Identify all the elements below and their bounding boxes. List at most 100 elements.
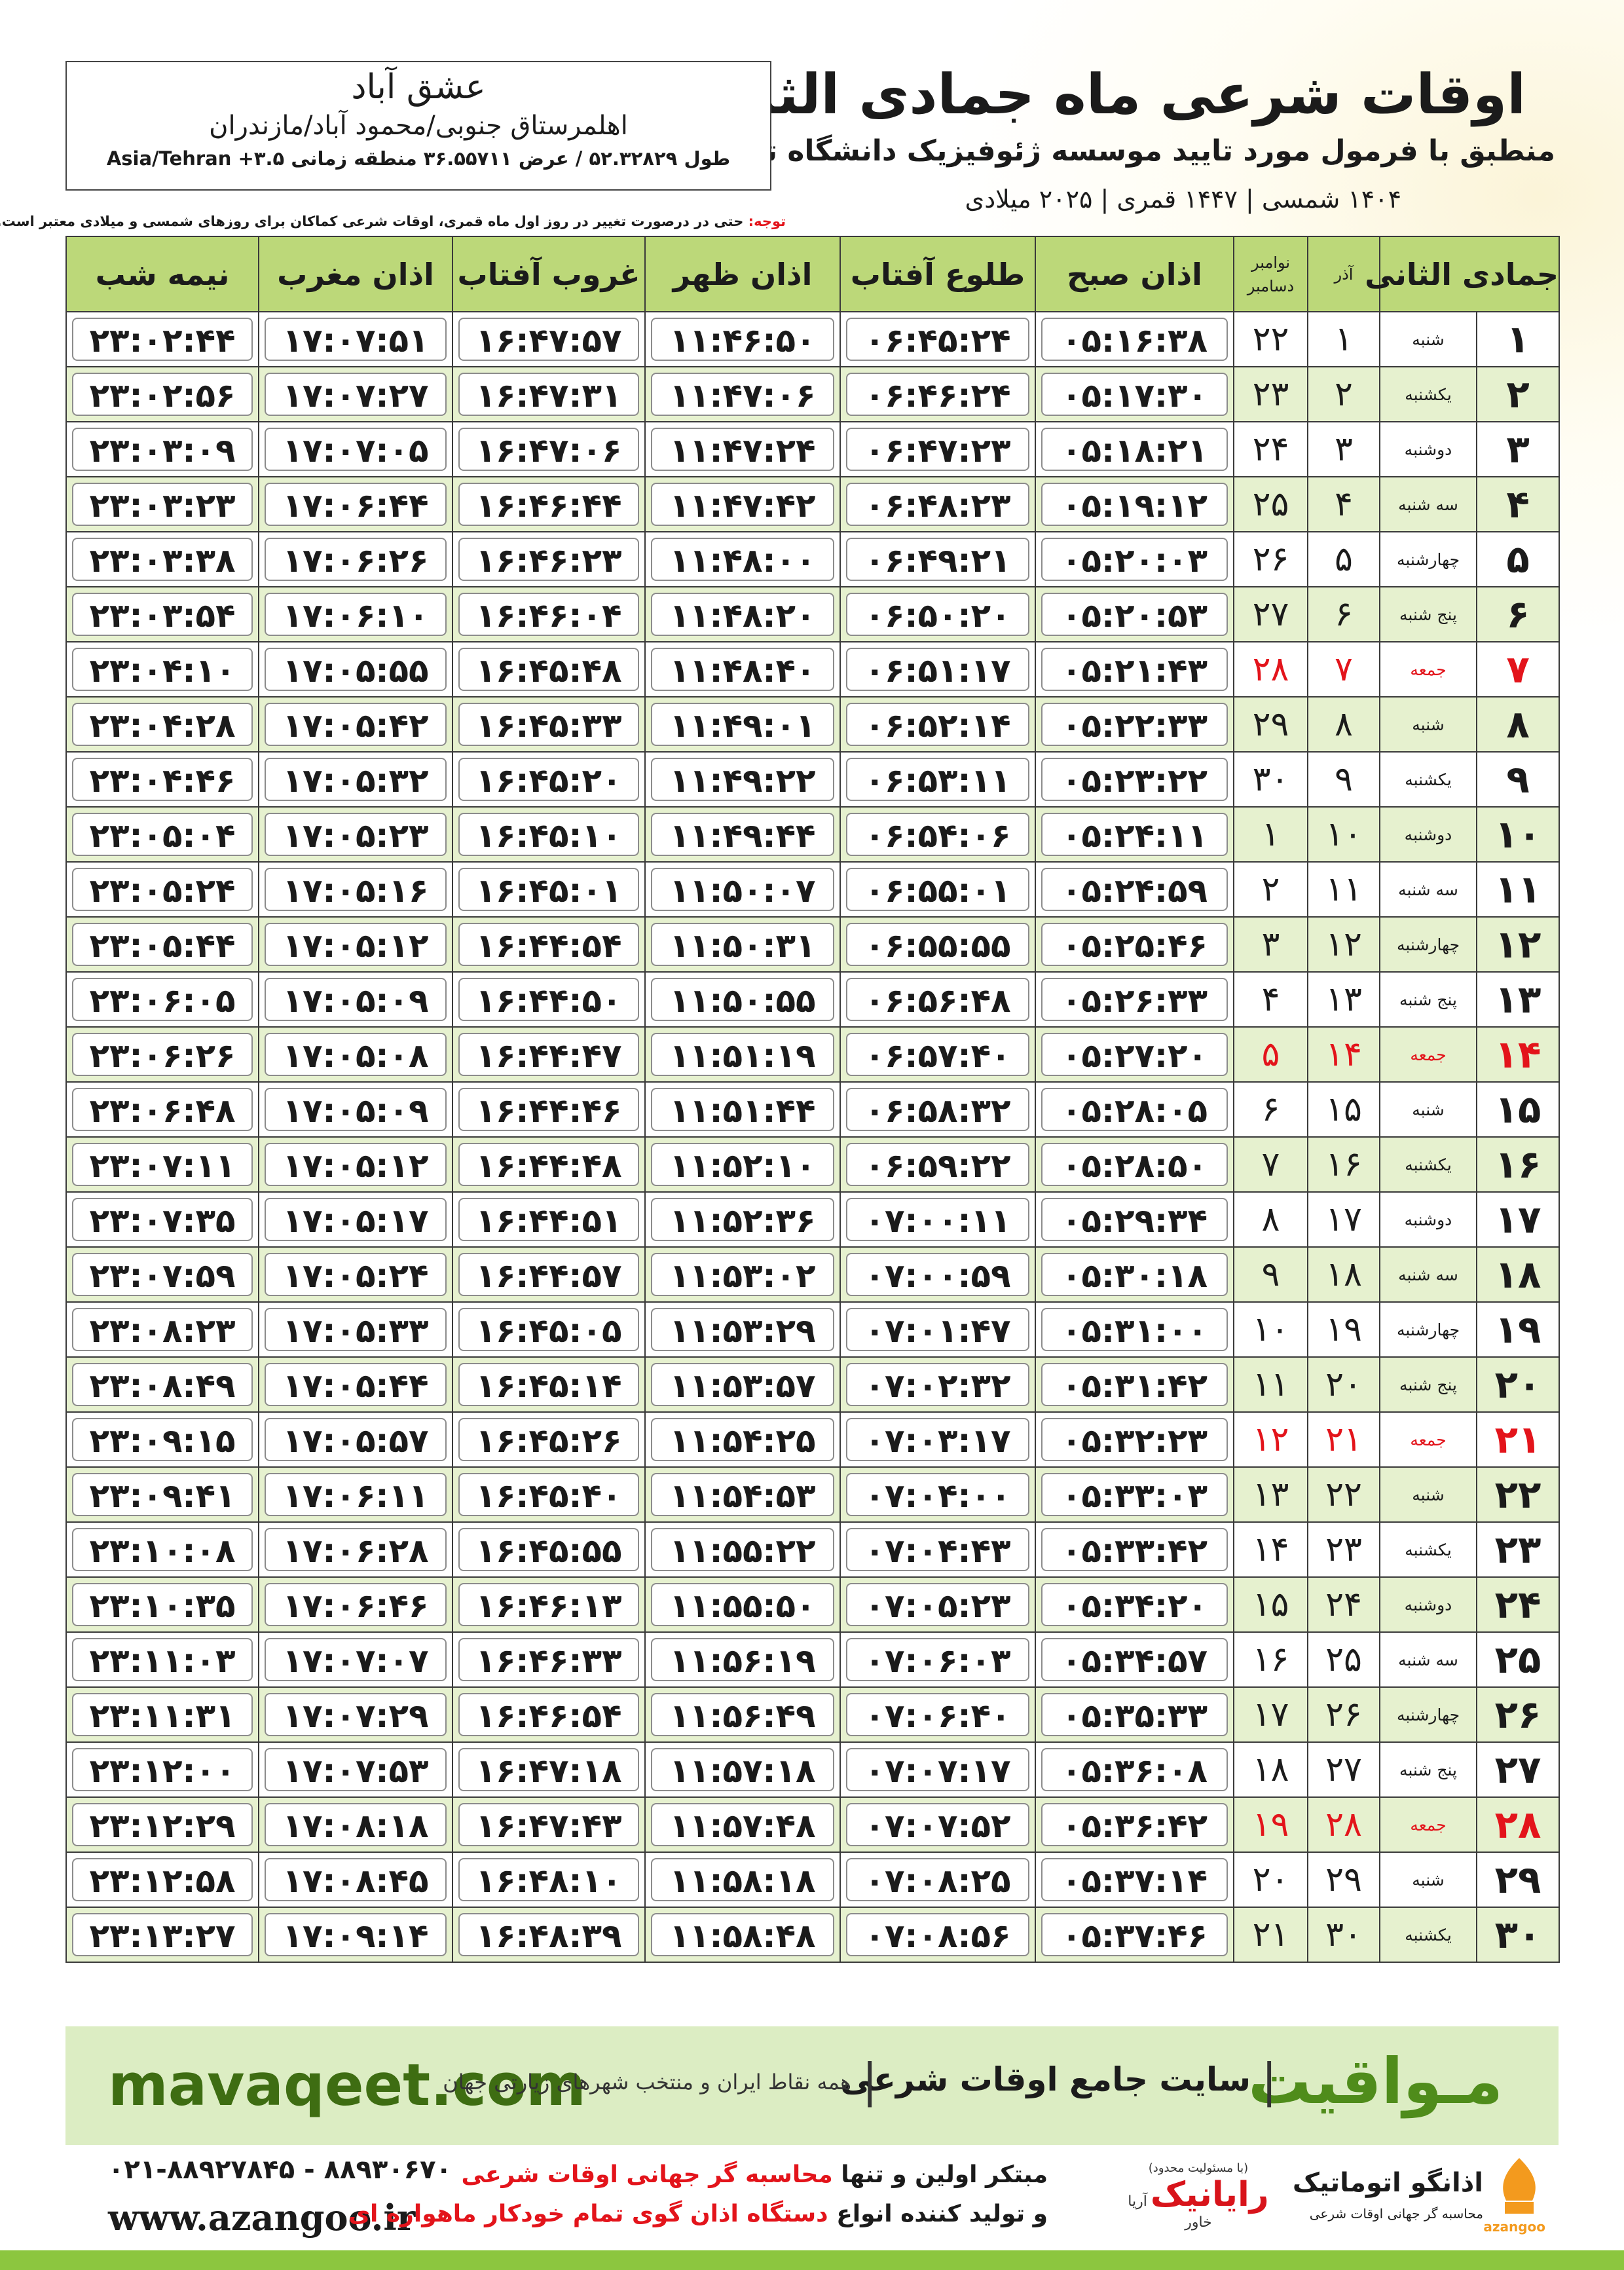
- time-cell: ۱۶:۴۵:۵۵: [452, 1521, 646, 1578]
- cell: ۱۵: [1476, 1081, 1560, 1138]
- time-value: ۱۱:۵۸:۴۸: [651, 1913, 834, 1956]
- table-row: ۲۲ شنبه ۲۲ ۱۳ ۰۵:۳۳:۰۳ ۰۷:۰۴:۰۰ ۱۱:۵۴:۵۳ ۱۶:۴۵:…: [65, 1466, 1560, 1523]
- time-cell: ۰۶:۵۸:۳۲: [840, 1081, 1036, 1138]
- time-cell: ۰۷:۰۶:۰۳: [840, 1631, 1036, 1688]
- time-cell: ۱۶:۴۴:۵۰: [452, 971, 646, 1028]
- time-cell: ۲۳:۰۳:۳۸: [65, 531, 259, 587]
- table-row: ۱۳ پنج شنبه ۱۳ ۴ ۰۵:۲۶:۳۳ ۰۶:۵۶:۴۸ ۱۱:۵۰:۵۵ ۱۶:…: [65, 971, 1560, 1028]
- time-value: ۰۶:۵۱:۱۷: [846, 648, 1029, 691]
- table-row: ۸ شنبه ۸ ۲۹ ۰۵:۲۲:۳۳ ۰۶:۵۲:۱۴ ۱۱:۴۹:۰۱ ۱۶:۴۵:۳۳…: [65, 696, 1560, 753]
- cell: ۱۷: [1307, 1191, 1380, 1248]
- table-row: ۳۰ یکشنبه ۳۰ ۲۱ ۰۵:۳۷:۴۶ ۰۷:۰۸:۵۶ ۱۱:۵۸:۴۸ ۱۶:۴…: [65, 1907, 1560, 1963]
- time-cell: ۰۵:۲۲:۳۳: [1035, 696, 1234, 753]
- cell: ۶: [1476, 586, 1560, 642]
- time-value: ۱۱:۵۷:۴۸: [651, 1803, 834, 1846]
- time-cell: ۰۶:۴۸:۲۳: [840, 476, 1036, 532]
- time-cell: ۲۳:۰۴:۴۶: [65, 751, 259, 808]
- time-cell: ۱۱:۴۸:۴۰: [644, 641, 841, 698]
- cell: ۲۰: [1233, 1851, 1308, 1908]
- time-value: ۰۷:۰۳:۱۷: [846, 1418, 1029, 1461]
- time-cell: ۱۱:۴۷:۰۶: [644, 366, 841, 422]
- time-cell: ۱۶:۴۵:۴۰: [452, 1466, 646, 1523]
- time-cell: ۱۷:۰۵:۳۳: [258, 1301, 453, 1358]
- cell: ۷: [1307, 641, 1380, 698]
- time-cell: ۰۶:۴۹:۲۱: [840, 531, 1036, 587]
- phone: ۰۲۱-۸۸۹۲۷۸۴۵ - ۸۸۹۳۰۶۷۰: [108, 2155, 452, 2185]
- time-value: ۲۳:۰۷:۳۵: [72, 1198, 253, 1241]
- time-cell: ۰۵:۲۹:۳۴: [1035, 1191, 1234, 1248]
- time-cell: ۱۶:۴۴:۵۱: [452, 1191, 646, 1248]
- time-value: ۱۱:۴۷:۴۲: [651, 483, 834, 526]
- time-value: ۲۳:۰۶:۲۶: [72, 1033, 253, 1076]
- table-row: ۹ یکشنبه ۹ ۳۰ ۰۵:۲۳:۲۲ ۰۶:۵۳:۱۱ ۱۱:۴۹:۲۲ ۱۶:۴۵:…: [65, 751, 1560, 808]
- time-cell: ۱۱:۵۳:۲۹: [644, 1301, 841, 1358]
- logo-icon: [1503, 2158, 1536, 2214]
- cell: ۱: [1233, 806, 1308, 863]
- table-row: ۱۰ دوشنبه ۱۰ ۱ ۰۵:۲۴:۱۱ ۰۶:۵۴:۰۶ ۱۱:۴۹:۴۴ ۱۶:۴۵…: [65, 806, 1560, 863]
- separator: |: [1261, 2054, 1277, 2108]
- column-header: اذان ظهر: [644, 236, 841, 312]
- table-row: ۴ سه شنبه ۴ ۲۵ ۰۵:۱۹:۱۲ ۰۶:۴۸:۲۳ ۱۱:۴۷:۴۲ ۱۶:۴۶…: [65, 476, 1560, 532]
- time-value: ۱۷:۰۵:۴۲: [265, 703, 447, 746]
- time-value: ۲۳:۰۳:۲۳: [72, 483, 253, 526]
- time-cell: ۰۵:۳۶:۰۸: [1035, 1741, 1234, 1798]
- time-cell: ۰۷:۰۷:۱۷: [840, 1741, 1036, 1798]
- time-cell: ۰۵:۲۴:۵۹: [1035, 861, 1234, 918]
- time-cell: ۲۳:۰۶:۲۶: [65, 1026, 259, 1083]
- time-value: ۱۱:۵۳:۲۹: [651, 1308, 834, 1351]
- time-cell: ۰۵:۳۱:۰۰: [1035, 1301, 1234, 1358]
- time-value: ۱۶:۴۵:۱۰: [458, 813, 639, 856]
- cell: ۲: [1307, 366, 1380, 422]
- time-value: ۲۳:۰۸:۴۹: [72, 1363, 253, 1406]
- cell: دوشنبه: [1378, 421, 1478, 477]
- time-value: ۱۱:۵۵:۲۲: [651, 1528, 834, 1571]
- time-cell: ۱۷:۰۶:۱۱: [258, 1466, 453, 1523]
- time-cell: ۰۵:۳۷:۱۴: [1035, 1851, 1234, 1908]
- table-row: ۲۷ پنج شنبه ۲۷ ۱۸ ۰۵:۳۶:۰۸ ۰۷:۰۷:۱۷ ۱۱:۵۷:۱۸ ۱۶…: [65, 1741, 1560, 1798]
- location-box: عشق آباد اهلمرستاق جنوبی/محمود آباد/مازن…: [65, 61, 771, 191]
- cell: ۱۳: [1307, 971, 1380, 1028]
- cell: ۲۸: [1476, 1796, 1560, 1853]
- time-value: ۱۶:۴۶:۰۴: [458, 593, 639, 636]
- cell: ۲۳: [1476, 1521, 1560, 1578]
- time-value: ۱۷:۰۵:۴۴: [265, 1363, 447, 1406]
- cell: ۲۸: [1307, 1796, 1380, 1853]
- time-cell: ۱۷:۰۷:۲۹: [258, 1686, 453, 1743]
- cell: ۱۸: [1476, 1246, 1560, 1303]
- company-line: مبتکر اولین و تنها محاسبه گر جهانی اوقات…: [462, 2161, 1048, 2188]
- time-cell: ۰۵:۲۴:۱۱: [1035, 806, 1234, 863]
- time-value: ۰۵:۳۱:۰۰: [1041, 1308, 1228, 1351]
- time-value: ۰۶:۵۲:۱۴: [846, 703, 1029, 746]
- time-cell: ۱۱:۵۳:۵۷: [644, 1356, 841, 1413]
- time-cell: ۱۷:۰۵:۵۷: [258, 1411, 453, 1468]
- time-value: ۰۶:۵۹:۲۲: [846, 1143, 1029, 1186]
- cell: ۲۳: [1307, 1521, 1380, 1578]
- logo-name: رایانیک: [1150, 2175, 1269, 2214]
- time-cell: ۲۳:۰۴:۲۸: [65, 696, 259, 753]
- cell: ۳: [1233, 916, 1308, 973]
- time-cell: ۱۱:۴۸:۲۰: [644, 586, 841, 642]
- time-value: ۱۷:۰۵:۳۲: [265, 758, 447, 801]
- cell: ۵: [1476, 531, 1560, 587]
- header-row: جمادی الثانی آذر نوامبر دسامبر اذان صبح ط…: [65, 236, 1560, 312]
- time-cell: ۲۳:۱۰:۳۵: [65, 1576, 259, 1633]
- time-cell: ۱۷:۰۵:۳۲: [258, 751, 453, 808]
- time-cell: ۱۱:۴۸:۰۰: [644, 531, 841, 587]
- cell: ۱۴: [1307, 1026, 1380, 1083]
- time-value: ۲۳:۱۲:۵۸: [72, 1858, 253, 1901]
- time-value: ۰۵:۳۶:۴۲: [1041, 1803, 1228, 1846]
- time-value: ۰۵:۲۶:۳۳: [1041, 978, 1228, 1021]
- time-cell: ۱۶:۴۵:۲۶: [452, 1411, 646, 1468]
- time-value: ۱۶:۴۴:۵۰: [458, 978, 639, 1021]
- note: توجه: حتی در درصورت تغییر در روز اول ماه…: [0, 214, 786, 229]
- cell: ۲۲: [1307, 1466, 1380, 1523]
- time-value: ۱۱:۵۶:۴۹: [651, 1693, 834, 1736]
- title: اوقات شرعی ماه جمادی الثانی: [680, 62, 1526, 126]
- table-row: ۷ جمعه ۷ ۲۸ ۰۵:۲۱:۴۳ ۰۶:۵۱:۱۷ ۱۱:۴۸:۴۰ ۱۶:۴۵:۴۸…: [65, 641, 1560, 698]
- time-value: ۲۳:۰۲:۴۴: [72, 318, 253, 361]
- time-value: ۲۳:۱۱:۳۱: [72, 1693, 253, 1736]
- time-cell: ۱۱:۵۵:۲۲: [644, 1521, 841, 1578]
- table-row: ۲۳ یکشنبه ۲۳ ۱۴ ۰۵:۳۳:۴۲ ۰۷:۰۴:۴۳ ۱۱:۵۵:۲۲ ۱۶:۴…: [65, 1521, 1560, 1578]
- time-value: ۱۱:۵۰:۰۷: [651, 868, 834, 911]
- time-cell: ۰۷:۰۸:۵۶: [840, 1907, 1036, 1963]
